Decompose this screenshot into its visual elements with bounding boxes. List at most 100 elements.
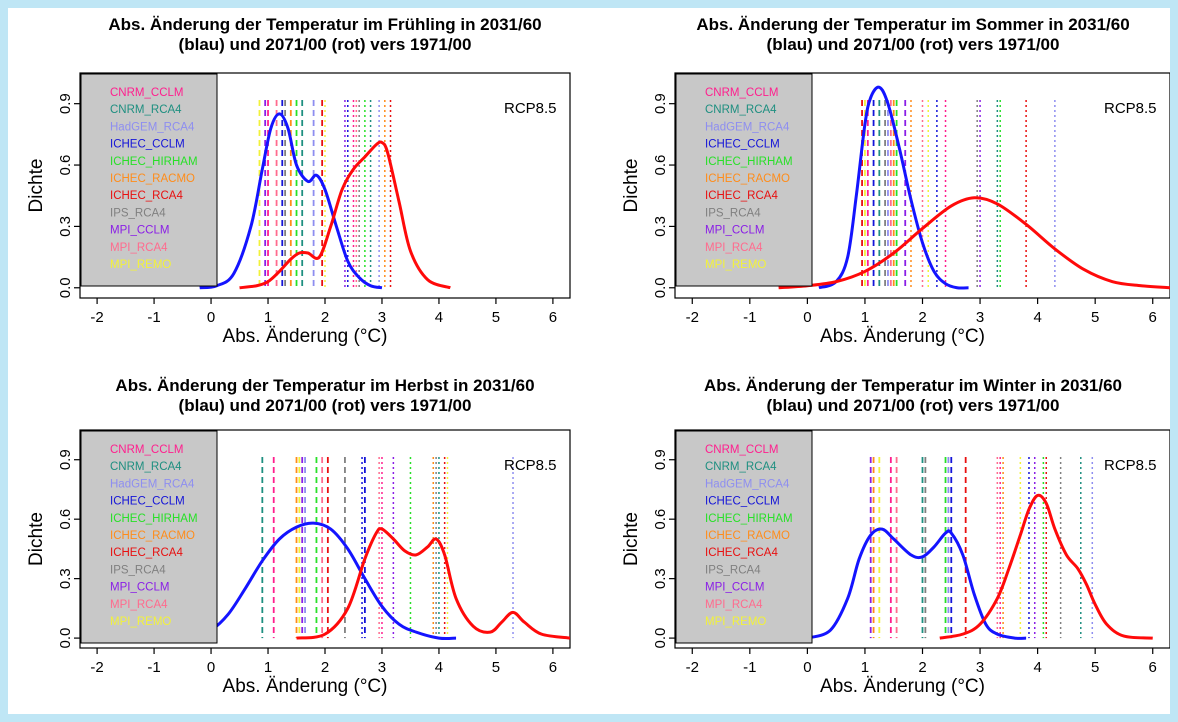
x-tick-label: -1 bbox=[147, 309, 160, 326]
density-curve-blue bbox=[818, 85, 969, 290]
x-tick-label: 5 bbox=[1091, 659, 1099, 676]
legend-entry: HadGEM_RCA4 bbox=[705, 478, 790, 490]
x-tick-label: -2 bbox=[686, 309, 699, 326]
legend-entry: MPI_RCA4 bbox=[705, 242, 763, 254]
y-tick-label: 0.0 bbox=[57, 277, 74, 298]
x-tick-label: 3 bbox=[976, 309, 984, 326]
chart-title-line-2: (blau) und 2071/00 (rot) vers 1971/00 bbox=[179, 396, 472, 415]
legend-entry: MPI_CCLM bbox=[705, 582, 764, 594]
legend-entry: ICHEC_HIRHAM bbox=[110, 513, 198, 525]
legend-entry: ICHEC_HIRHAM bbox=[705, 156, 793, 168]
x-tick-label: -1 bbox=[147, 659, 160, 676]
x-tick-label: 4 bbox=[435, 309, 443, 326]
x-tick-label: 6 bbox=[549, 309, 557, 326]
legend-entry: MPI_RCA4 bbox=[705, 599, 763, 611]
y-tick-label: 0.0 bbox=[57, 628, 74, 649]
legend: CNRM_CCLM CNRM_RCA4 HadGEM_RCA4 ICHEC_CCLM I… bbox=[675, 430, 813, 644]
density-curve-red bbox=[939, 493, 1153, 640]
chart-panel-1: Abs. Änderung der Temperatur im Frühling… bbox=[26, 15, 571, 347]
x-tick-label: -2 bbox=[90, 309, 103, 326]
density-curve-blue bbox=[199, 112, 383, 290]
scenario-annotation: RCP8.5 bbox=[504, 457, 557, 474]
x-tick-label: 0 bbox=[207, 659, 215, 676]
legend-box bbox=[80, 73, 218, 287]
legend: CNRM_CCLM CNRM_RCA4 HadGEM_RCA4 ICHEC_CCLM I… bbox=[675, 73, 813, 287]
legend-entry: MPI_REMO bbox=[110, 259, 171, 271]
chart-title-line-1: Abs. Änderung der Temperatur im Winter i… bbox=[704, 376, 1122, 395]
chart-panel-3: Abs. Änderung der Temperatur im Herbst i… bbox=[26, 376, 571, 697]
x-tick-label: 2 bbox=[321, 309, 329, 326]
legend: CNRM_CCLM CNRM_RCA4 HadGEM_RCA4 ICHEC_CCLM I… bbox=[80, 73, 218, 287]
x-tick-label: 3 bbox=[976, 659, 984, 676]
chart-title-line-2: (blau) und 2071/00 (rot) vers 1971/00 bbox=[767, 396, 1060, 415]
figure-canvas: Abs. Änderung der Temperatur im Frühling… bbox=[26, 15, 1170, 697]
y-tick-label: 0.9 bbox=[652, 449, 669, 470]
legend-entry: CNRM_CCLM bbox=[110, 444, 183, 456]
x-tick-label: 5 bbox=[492, 659, 500, 676]
x-axis-label: Abs. Änderung (°C) bbox=[820, 326, 985, 347]
legend-entry: ICHEC_CCLM bbox=[110, 496, 185, 508]
legend-entry: ICHEC_RACMO bbox=[705, 530, 790, 542]
legend-entry: MPI_RCA4 bbox=[110, 599, 168, 611]
y-axis-label: Dichte bbox=[621, 512, 642, 566]
y-axis-label: Dichte bbox=[621, 159, 642, 213]
legend-entry: MPI_CCLM bbox=[110, 582, 169, 594]
density-curve-blue bbox=[806, 527, 1027, 640]
x-tick-label: 3 bbox=[378, 659, 386, 676]
y-tick-label: 0.6 bbox=[57, 509, 74, 530]
legend-entry: ICHEC_RACMO bbox=[705, 173, 790, 185]
x-tick-label: 4 bbox=[1033, 659, 1041, 676]
chart-title-line-1: Abs. Änderung der Temperatur im Frühling… bbox=[108, 15, 541, 34]
legend-entry: MPI_REMO bbox=[705, 259, 766, 271]
x-tick-label: 2 bbox=[918, 659, 926, 676]
chart-title-line-1: Abs. Änderung der Temperatur im Sommer i… bbox=[696, 15, 1129, 34]
density-curve-red bbox=[239, 140, 451, 290]
x-tick-label: 4 bbox=[1033, 309, 1041, 326]
x-tick-label: 0 bbox=[803, 659, 811, 676]
plot-contents bbox=[806, 457, 1153, 640]
y-tick-label: 0.3 bbox=[57, 568, 74, 589]
legend-entry: HadGEM_RCA4 bbox=[110, 478, 195, 490]
legend-entry: CNRM_CCLM bbox=[705, 87, 778, 99]
scenario-annotation: RCP8.5 bbox=[1104, 457, 1157, 474]
legend-entry: ICHEC_RCA4 bbox=[705, 190, 778, 202]
x-tick-label: 1 bbox=[861, 309, 869, 326]
y-tick-label: 0.3 bbox=[57, 216, 74, 237]
x-tick-label: 6 bbox=[1149, 659, 1157, 676]
legend-entry: CNRM_CCLM bbox=[705, 444, 778, 456]
scenario-annotation: RCP8.5 bbox=[1104, 100, 1157, 117]
legend-entry: MPI_CCLM bbox=[705, 225, 764, 237]
legend-entry: ICHEC_RACMO bbox=[110, 530, 195, 542]
y-tick-label: 0.0 bbox=[652, 277, 669, 298]
density-curve-red bbox=[296, 527, 570, 640]
x-axis-label: Abs. Änderung (°C) bbox=[223, 676, 388, 697]
x-tick-label: 5 bbox=[1091, 309, 1099, 326]
chart-panel-4: Abs. Änderung der Temperatur im Winter i… bbox=[621, 376, 1170, 697]
legend-box bbox=[675, 73, 813, 287]
y-tick-label: 0.9 bbox=[652, 93, 669, 114]
y-tick-label: 0.9 bbox=[57, 449, 74, 470]
x-tick-label: 4 bbox=[435, 659, 443, 676]
y-axis-label: Dichte bbox=[26, 512, 47, 566]
legend-entry: HadGEM_RCA4 bbox=[705, 121, 790, 133]
legend-box bbox=[675, 430, 813, 644]
x-tick-label: 2 bbox=[918, 309, 926, 326]
legend-entry: CNRM_CCLM bbox=[110, 87, 183, 99]
legend-entry: CNRM_RCA4 bbox=[705, 104, 777, 116]
x-tick-label: 1 bbox=[264, 659, 272, 676]
legend-entry: ICHEC_HIRHAM bbox=[110, 156, 198, 168]
density-curve-red bbox=[778, 196, 1170, 290]
legend-entry: ICHEC_RCA4 bbox=[110, 190, 183, 202]
legend-entry: ICHEC_RCA4 bbox=[110, 547, 183, 559]
y-tick-label: 0.6 bbox=[652, 509, 669, 530]
legend-entry: HadGEM_RCA4 bbox=[110, 121, 195, 133]
x-tick-label: -1 bbox=[743, 309, 756, 326]
chart-panel-2: Abs. Änderung der Temperatur im Sommer i… bbox=[621, 15, 1170, 347]
chart-title-line-2: (blau) und 2071/00 (rot) vers 1971/00 bbox=[179, 35, 472, 54]
plot-contents bbox=[199, 100, 451, 290]
y-tick-label: 0.3 bbox=[652, 568, 669, 589]
legend-entry: ICHEC_RCA4 bbox=[705, 547, 778, 559]
y-tick-label: 0.0 bbox=[652, 628, 669, 649]
legend-entry: CNRM_RCA4 bbox=[110, 104, 182, 116]
plot-contents bbox=[778, 85, 1170, 290]
